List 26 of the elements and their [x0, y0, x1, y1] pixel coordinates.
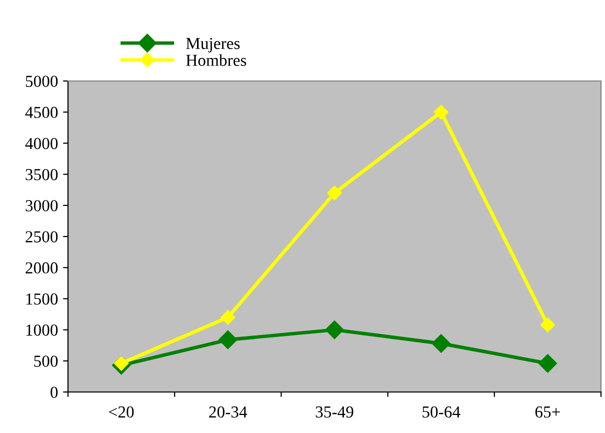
y-tick-label: 4000 — [25, 138, 58, 150]
y-tick-label: 4500 — [25, 106, 58, 118]
y-tick-label: 3000 — [26, 200, 58, 212]
x-tick-label: 65+ — [535, 406, 560, 418]
y-tick-label: 0 — [50, 386, 58, 398]
x-tick-label: <20 — [109, 406, 134, 418]
point — [538, 354, 558, 373]
point — [220, 310, 236, 325]
point — [432, 334, 450, 353]
y-tick-label: 1500 — [26, 293, 58, 305]
point — [327, 186, 342, 200]
y-tick-label: 5000 — [26, 76, 58, 87]
legend-label: Mujeres — [186, 38, 240, 52]
y-tick-label: 3500 — [26, 169, 58, 180]
x-tick-label: 35-49 — [316, 406, 354, 418]
legend-label: Hombres — [186, 54, 246, 66]
y-tick-label: 500 — [34, 356, 58, 367]
point — [218, 330, 238, 350]
y-tick-label: 2000 — [26, 262, 58, 274]
y-tick-label: 1000 — [26, 324, 58, 336]
x-tick-label: 50-64 — [422, 406, 460, 418]
point — [540, 317, 556, 332]
y-tick-label: 2500 — [26, 231, 58, 242]
x-tick-label: 20-34 — [209, 406, 248, 418]
point — [434, 104, 448, 120]
point — [325, 320, 344, 340]
